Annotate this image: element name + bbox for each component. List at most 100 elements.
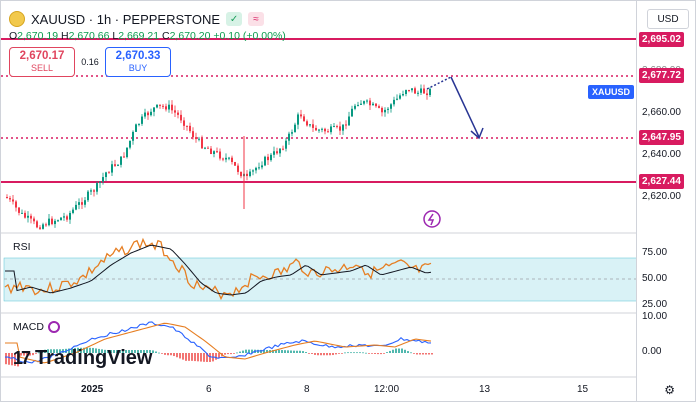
candle-body	[270, 154, 272, 161]
candle-body	[300, 114, 302, 117]
buy-button[interactable]: 2,670.33 BUY	[105, 47, 171, 77]
forecast-arrow[interactable]	[450, 76, 480, 138]
candle-body	[396, 98, 398, 100]
macd-histogram-bar	[248, 349, 250, 353]
candle-body	[387, 108, 389, 110]
macd-histogram-bar	[119, 350, 121, 353]
candle-body	[9, 198, 11, 200]
candle-body	[405, 90, 407, 95]
macd-label[interactable]: MACD	[13, 321, 60, 333]
macd-histogram-bar	[215, 353, 217, 360]
macd-histogram-bar	[218, 353, 220, 359]
candle-body	[102, 177, 104, 182]
candle-body	[54, 220, 56, 225]
macd-histogram-bar	[113, 350, 115, 353]
macd-histogram-bar	[26, 353, 28, 356]
candle-body	[159, 104, 161, 106]
candle-body	[429, 88, 431, 96]
candle-body	[15, 201, 17, 208]
macd-histogram-bar	[95, 348, 97, 353]
forecast-dotted-line	[426, 76, 452, 90]
symbol-header[interactable]: XAUUSD · 1h · PEPPERSTONE ✓ ≈	[9, 10, 265, 28]
candle-body	[318, 129, 320, 131]
macd-histogram-bar	[320, 353, 322, 356]
macd-histogram-bar	[182, 353, 184, 360]
macd-histogram-bar	[251, 349, 253, 353]
macd-histogram-bar	[227, 353, 229, 355]
candle-body	[126, 147, 128, 158]
candle-body	[315, 127, 317, 131]
macd-histogram-bar	[131, 350, 133, 353]
candle-body	[180, 114, 182, 121]
time-label-13: 13	[479, 384, 491, 395]
candle-body	[240, 171, 242, 177]
sell-button[interactable]: 2,670.17 SELL	[9, 47, 75, 77]
macd-histogram-bar	[266, 350, 268, 353]
level-label[interactable]: 2,677.72	[639, 68, 684, 83]
candle-body	[123, 156, 125, 158]
settings-icon[interactable]: ⚙	[664, 383, 675, 397]
candle-body	[81, 202, 83, 205]
macd-histogram-bar	[239, 351, 241, 353]
macd-tick: 10.00	[642, 311, 668, 322]
macd-histogram-bar	[392, 349, 394, 353]
candle-body	[129, 140, 131, 148]
lightning-icon[interactable]	[423, 210, 441, 228]
alert-icon[interactable]: ≈	[248, 12, 265, 26]
level-label[interactable]: 2,627.44	[639, 174, 684, 189]
level-label[interactable]: 2,695.02	[639, 32, 684, 47]
macd-histogram-bar	[77, 347, 79, 353]
macd-histogram-bar	[170, 353, 172, 356]
level-label[interactable]: 2,647.95	[639, 130, 684, 145]
macd-histogram-bar	[236, 352, 238, 354]
candle-body	[153, 107, 155, 112]
macd-histogram-bar	[317, 353, 319, 356]
market-open-icon[interactable]: ✓	[226, 12, 243, 26]
macd-histogram-bar	[398, 348, 400, 353]
rsi-label[interactable]: RSI	[13, 241, 31, 253]
macd-histogram-bar	[281, 350, 283, 353]
macd-histogram-bar	[401, 348, 403, 353]
macd-histogram-bar	[404, 349, 406, 353]
candle-body	[138, 123, 140, 125]
rsi-ma-line	[5, 244, 432, 296]
currency-selector[interactable]: USD	[647, 9, 689, 29]
symbol-title[interactable]: XAUUSD · 1h · PEPPERSTONE	[31, 11, 221, 27]
macd-histogram-bar	[422, 353, 424, 355]
candle-body	[78, 202, 80, 205]
macd-histogram-bar	[209, 353, 211, 362]
candle-body	[168, 104, 170, 110]
macd-histogram-bar	[350, 352, 352, 354]
macd-histogram-bar	[173, 353, 175, 357]
candle-body	[108, 172, 110, 174]
candle-body	[252, 170, 254, 172]
candle-body	[255, 167, 257, 171]
price-axis[interactable]: USD 2,680.00 2,660.00 2,640.00 2,620.00 …	[636, 1, 695, 401]
candle-body	[261, 165, 263, 168]
candle-body	[420, 88, 422, 93]
macd-histogram-bar	[29, 353, 31, 356]
macd-histogram-bar	[98, 348, 100, 353]
candle-body	[264, 156, 266, 166]
candle-body	[63, 216, 65, 218]
candle-body	[192, 131, 194, 138]
macd-histogram-bar	[107, 350, 109, 353]
macd-histogram-bar	[242, 350, 244, 353]
time-label-15: 15	[577, 384, 589, 395]
candle-body	[273, 151, 275, 155]
tradingview-logo: 17 TradingView	[13, 347, 153, 369]
candle-body	[228, 157, 230, 159]
macd-histogram-bar	[191, 353, 193, 361]
candle-body	[135, 124, 137, 132]
time-label-1200: 12:00	[374, 384, 400, 395]
macd-histogram-bar	[200, 353, 202, 362]
macd-histogram-bar	[314, 353, 316, 355]
candle-body	[423, 88, 425, 94]
candle-body	[327, 131, 329, 133]
candle-body	[105, 172, 107, 178]
macd-histogram-bar	[263, 349, 265, 353]
candle-body	[93, 190, 95, 192]
candle-body	[132, 131, 134, 141]
candle-body	[156, 104, 158, 108]
